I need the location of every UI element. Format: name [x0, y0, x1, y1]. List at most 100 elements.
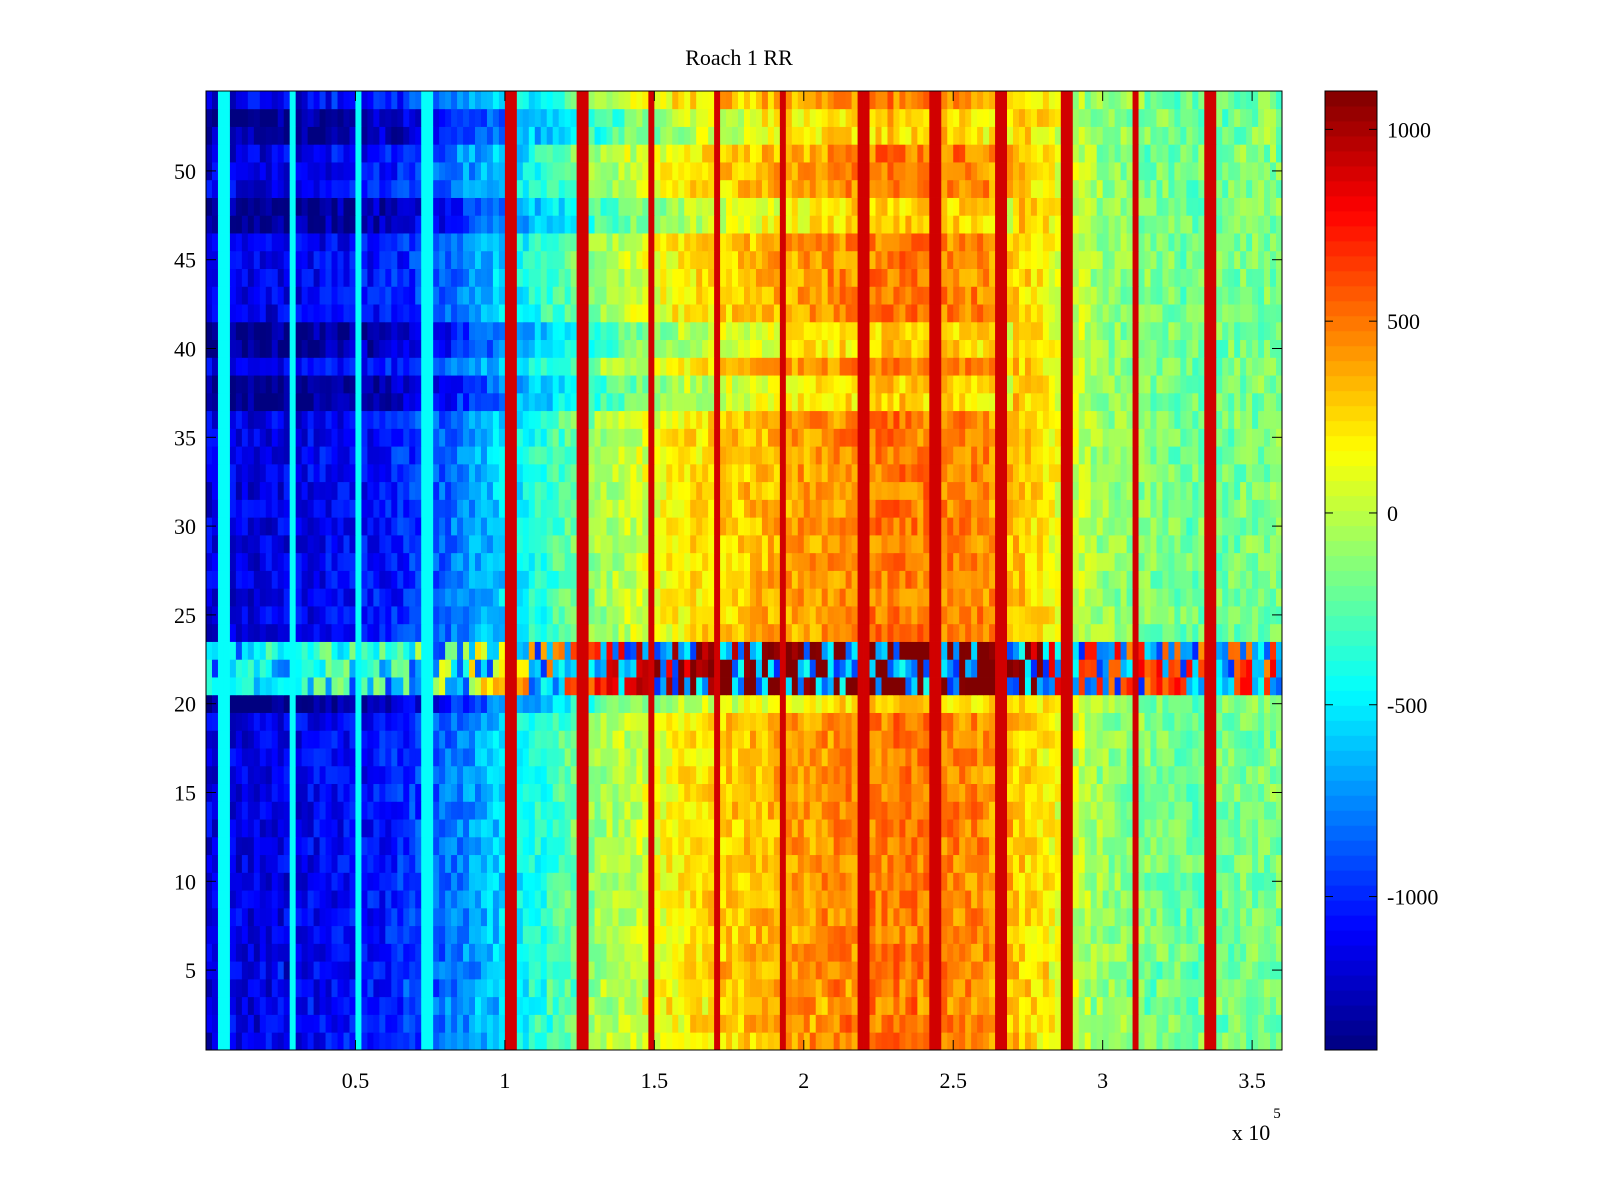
- heatmap-cell: [1114, 570, 1121, 589]
- heatmap-cell: [606, 730, 613, 749]
- heatmap-cell: [839, 890, 847, 909]
- heatmap-cell: [206, 1014, 213, 1033]
- heatmap-cell: [475, 907, 482, 927]
- heatmap-cell: [983, 552, 990, 571]
- heatmap-cell: [947, 943, 954, 962]
- heatmap-cell: [815, 641, 823, 660]
- heatmap-cell: [648, 606, 655, 625]
- heatmap-cell: [277, 677, 285, 696]
- heatmap-cell: [403, 730, 410, 749]
- heatmap-cell: [827, 748, 835, 767]
- heatmap-cell: [313, 694, 320, 713]
- heatmap-cell: [1150, 996, 1157, 1015]
- heatmap-cell: [1102, 872, 1110, 891]
- heatmap-cell: [379, 552, 386, 571]
- heatmap-cell: [1018, 641, 1026, 660]
- heatmap-cell: [1264, 854, 1271, 873]
- heatmap-cell: [534, 748, 542, 767]
- heatmap-cell: [1090, 996, 1098, 1015]
- heatmap-cell: [1018, 1014, 1026, 1033]
- heatmap-cell: [229, 836, 237, 856]
- heatmap-cell: [989, 1032, 996, 1051]
- heatmap-cell: [875, 854, 882, 873]
- heatmap-cell: [1222, 1032, 1229, 1051]
- heatmap-cell: [271, 943, 279, 962]
- heatmap-cell: [457, 623, 464, 642]
- heatmap-cell: [546, 890, 554, 909]
- heatmap-cell: [301, 765, 309, 785]
- heatmap-cell: [797, 819, 805, 838]
- heatmap-cell: [833, 854, 841, 873]
- heatmap-cell: [1174, 943, 1181, 962]
- heatmap-cell: [821, 1032, 829, 1051]
- heatmap-cell: [211, 712, 219, 731]
- heatmap-cell: [809, 961, 817, 980]
- heatmap-cell: [923, 907, 930, 927]
- heatmap-cell: [319, 712, 326, 731]
- heatmap-cell: [1018, 996, 1026, 1015]
- heatmap-cell: [247, 978, 255, 998]
- heatmap-cell: [803, 730, 811, 749]
- heatmap-cell: [1246, 854, 1253, 873]
- heatmap-cell: [1132, 943, 1139, 962]
- heatmap-cell: [1024, 854, 1032, 873]
- heatmap-cell: [235, 765, 243, 785]
- heatmap-cell: [1078, 836, 1086, 856]
- heatmap-cell: [678, 1032, 685, 1051]
- heatmap-cell: [1036, 677, 1044, 696]
- heatmap-cell: [875, 978, 882, 998]
- heatmap-cell: [833, 748, 841, 767]
- heatmap-cell: [457, 854, 464, 873]
- heatmap-cell: [935, 570, 942, 589]
- heatmap-cell: [283, 641, 291, 660]
- heatmap-cell: [995, 659, 1002, 678]
- heatmap-cell: [349, 623, 356, 642]
- heatmap-cell: [929, 978, 936, 998]
- heatmap-cell: [636, 730, 643, 749]
- heatmap-cell: [1210, 943, 1217, 962]
- heatmap-cell: [1024, 890, 1032, 909]
- heatmap-cell: [1126, 854, 1133, 873]
- heatmap-cell: [983, 659, 990, 678]
- heatmap-cell: [654, 925, 661, 944]
- heatmap-cell: [528, 1014, 536, 1033]
- heatmap-cell: [1018, 819, 1026, 838]
- heatmap-cell: [851, 978, 858, 998]
- heatmap-cell: [785, 606, 793, 625]
- heatmap-cell: [618, 588, 625, 607]
- heatmap-cell: [971, 552, 978, 571]
- heatmap-cell: [1007, 694, 1014, 713]
- heatmap-cell: [1096, 996, 1104, 1015]
- heatmap-cell: [1162, 961, 1169, 980]
- heatmap-cell: [1030, 819, 1038, 838]
- heatmap-cell: [959, 765, 966, 785]
- heatmap-cell: [1252, 1032, 1259, 1051]
- heatmap-cell: [600, 925, 607, 944]
- heatmap-cell: [1138, 996, 1145, 1015]
- heatmap-cell: [899, 1014, 906, 1033]
- heatmap-cell: [803, 1032, 811, 1051]
- heatmap-cell: [457, 1032, 464, 1051]
- heatmap-cell: [259, 641, 267, 660]
- heatmap-cell: [427, 872, 434, 891]
- heatmap-cell: [1234, 606, 1241, 625]
- heatmap-cell: [1228, 943, 1235, 962]
- heatmap-cell: [636, 748, 643, 767]
- heatmap-cell: [815, 978, 823, 998]
- heatmap-cell: [959, 801, 966, 820]
- heatmap-cell: [1264, 1032, 1271, 1051]
- heatmap-cell: [349, 1032, 356, 1051]
- heatmap-cell: [959, 978, 966, 998]
- heatmap-cell: [564, 783, 572, 802]
- heatmap-cell: [917, 943, 924, 962]
- heatmap-cell: [815, 694, 823, 713]
- heatmap-cell: [1192, 801, 1199, 820]
- heatmap-cell: [642, 1032, 649, 1051]
- heatmap-cell: [1126, 943, 1133, 962]
- heatmap-cell: [935, 677, 942, 696]
- heatmap-cell: [235, 996, 243, 1015]
- heatmap-cell: [953, 819, 960, 838]
- heatmap-cell: [726, 996, 733, 1015]
- heatmap-cell: [1066, 588, 1074, 607]
- heatmap-cell: [1108, 854, 1116, 873]
